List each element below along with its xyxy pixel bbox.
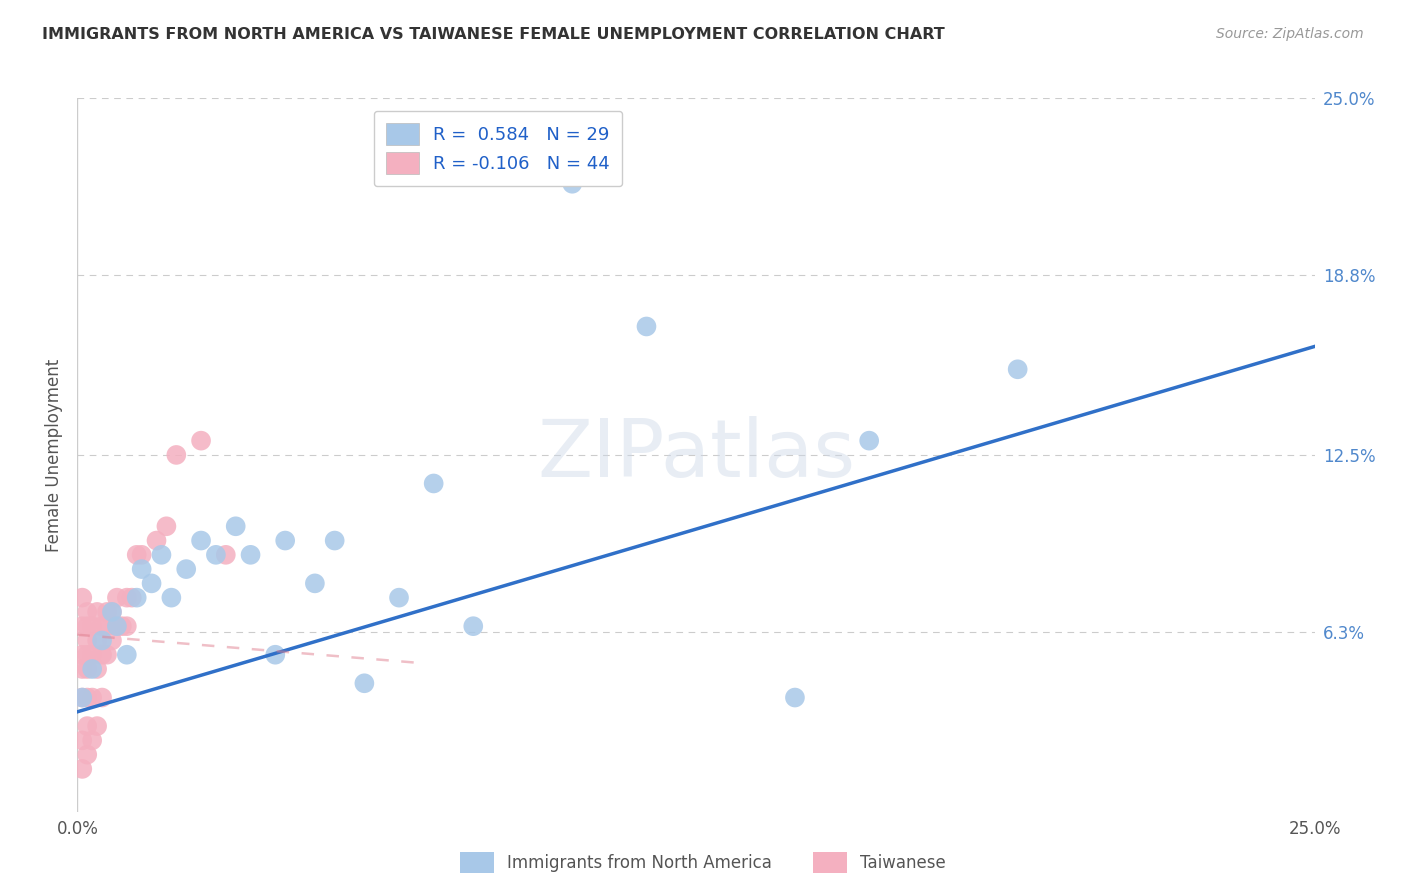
Point (858, 434, 880, 448)
Point (96, 605, 118, 619)
Point (422, 476, 444, 491)
Point (72, 733, 94, 747)
Point (225, 519, 247, 533)
Point (1007, 362, 1029, 376)
Point (76, 719, 98, 733)
Y-axis label: Female Unemployment: Female Unemployment (45, 359, 63, 551)
Point (160, 591, 183, 605)
Point (72, 690, 94, 705)
Point (86, 605, 108, 619)
Point (91, 619, 114, 633)
Point (131, 548, 153, 562)
Point (82, 648, 104, 662)
Point (561, 177, 583, 191)
Point (353, 676, 375, 690)
Point (115, 619, 138, 633)
Point (76, 662, 98, 676)
Point (111, 619, 134, 633)
Point (388, 591, 411, 605)
Point (165, 448, 187, 462)
Point (115, 648, 138, 662)
Point (82, 733, 104, 747)
Text: IMMIGRANTS FROM NORTH AMERICA VS TAIWANESE FEMALE UNEMPLOYMENT CORRELATION CHART: IMMIGRANTS FROM NORTH AMERICA VS TAIWANE… (42, 27, 945, 42)
Text: ZIPatlas: ZIPatlas (537, 416, 855, 494)
Point (101, 605, 124, 619)
Point (105, 591, 128, 605)
Point (96, 619, 118, 633)
Point (145, 533, 167, 548)
Point (86, 633, 108, 648)
Point (82, 662, 104, 676)
Point (636, 319, 658, 334)
Point (155, 519, 177, 533)
Point (323, 533, 346, 548)
Point (105, 619, 128, 633)
Point (91, 648, 114, 662)
Point (215, 548, 238, 562)
Legend: Immigrants from North America, Taiwanese: Immigrants from North America, Taiwanese (454, 846, 952, 880)
Point (86, 719, 108, 733)
Point (72, 591, 94, 605)
Point (274, 533, 297, 548)
Point (150, 548, 173, 562)
Point (115, 591, 138, 605)
Point (76, 605, 98, 619)
Point (131, 562, 153, 576)
Point (76, 690, 98, 705)
Point (72, 619, 94, 633)
Point (72, 690, 94, 705)
Point (76, 619, 98, 633)
Point (72, 648, 94, 662)
Point (125, 548, 148, 562)
Point (91, 690, 114, 705)
Point (190, 434, 212, 448)
Point (463, 619, 485, 633)
Point (86, 662, 108, 676)
Point (239, 548, 262, 562)
Point (76, 747, 98, 762)
Text: Source: ZipAtlas.com: Source: ZipAtlas.com (1216, 27, 1364, 41)
Point (82, 619, 104, 633)
Point (105, 619, 128, 633)
Point (72, 662, 94, 676)
Point (96, 648, 118, 662)
Point (76, 633, 98, 648)
Point (264, 648, 287, 662)
Point (205, 548, 228, 562)
Point (121, 591, 143, 605)
Point (304, 576, 326, 591)
Point (783, 690, 806, 705)
Point (101, 605, 124, 619)
Point (101, 633, 124, 648)
Point (91, 633, 114, 648)
Point (141, 576, 163, 591)
Point (82, 690, 104, 705)
Point (125, 591, 148, 605)
Point (174, 562, 197, 576)
Legend: R =  0.584   N = 29, R = -0.106   N = 44: R = 0.584 N = 29, R = -0.106 N = 44 (374, 111, 623, 186)
Point (72, 762, 94, 776)
Point (76, 648, 98, 662)
Point (190, 533, 212, 548)
